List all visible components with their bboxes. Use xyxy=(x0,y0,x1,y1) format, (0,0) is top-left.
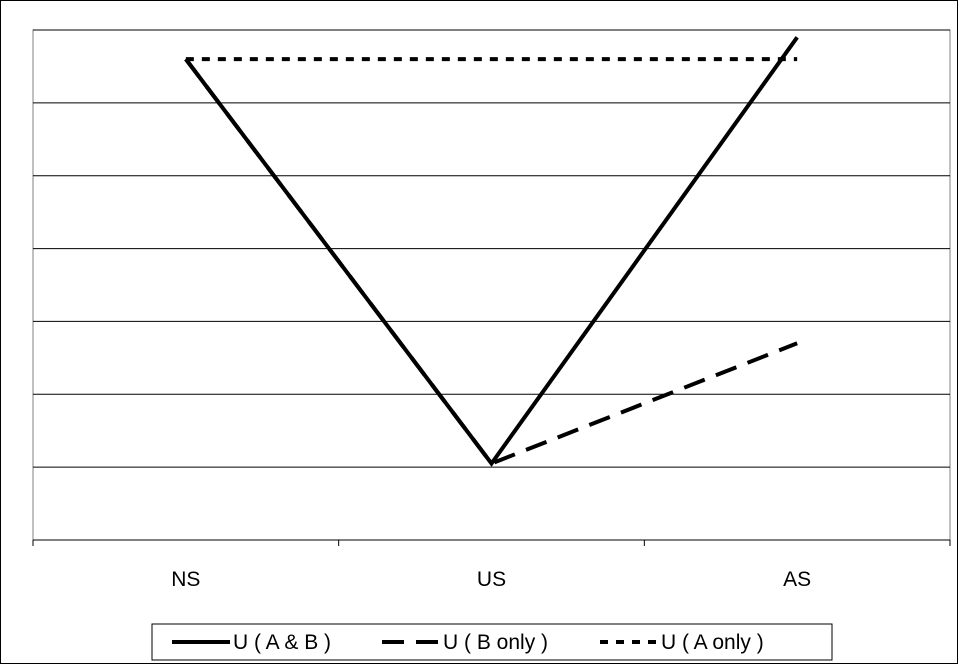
series-line-1 xyxy=(184,36,799,467)
series-line-2 xyxy=(184,57,798,466)
x-axis xyxy=(32,539,951,546)
legend-box xyxy=(151,623,833,661)
plot-area xyxy=(32,29,951,541)
x-tick-labels: NS US AS xyxy=(171,568,811,591)
series-lines xyxy=(184,36,799,467)
x-tick-label: AS xyxy=(783,568,811,591)
legend-label: U ( A & B ) xyxy=(233,631,331,654)
x-tick-label: US xyxy=(477,568,506,591)
legend-label: U ( B only ) xyxy=(443,631,548,654)
x-tick-label: NS xyxy=(171,568,200,591)
legend-label: U ( A only ) xyxy=(661,631,764,654)
gridlines xyxy=(33,29,950,468)
legend: U ( A & B ) U ( B only ) U ( A only ) xyxy=(151,623,833,661)
